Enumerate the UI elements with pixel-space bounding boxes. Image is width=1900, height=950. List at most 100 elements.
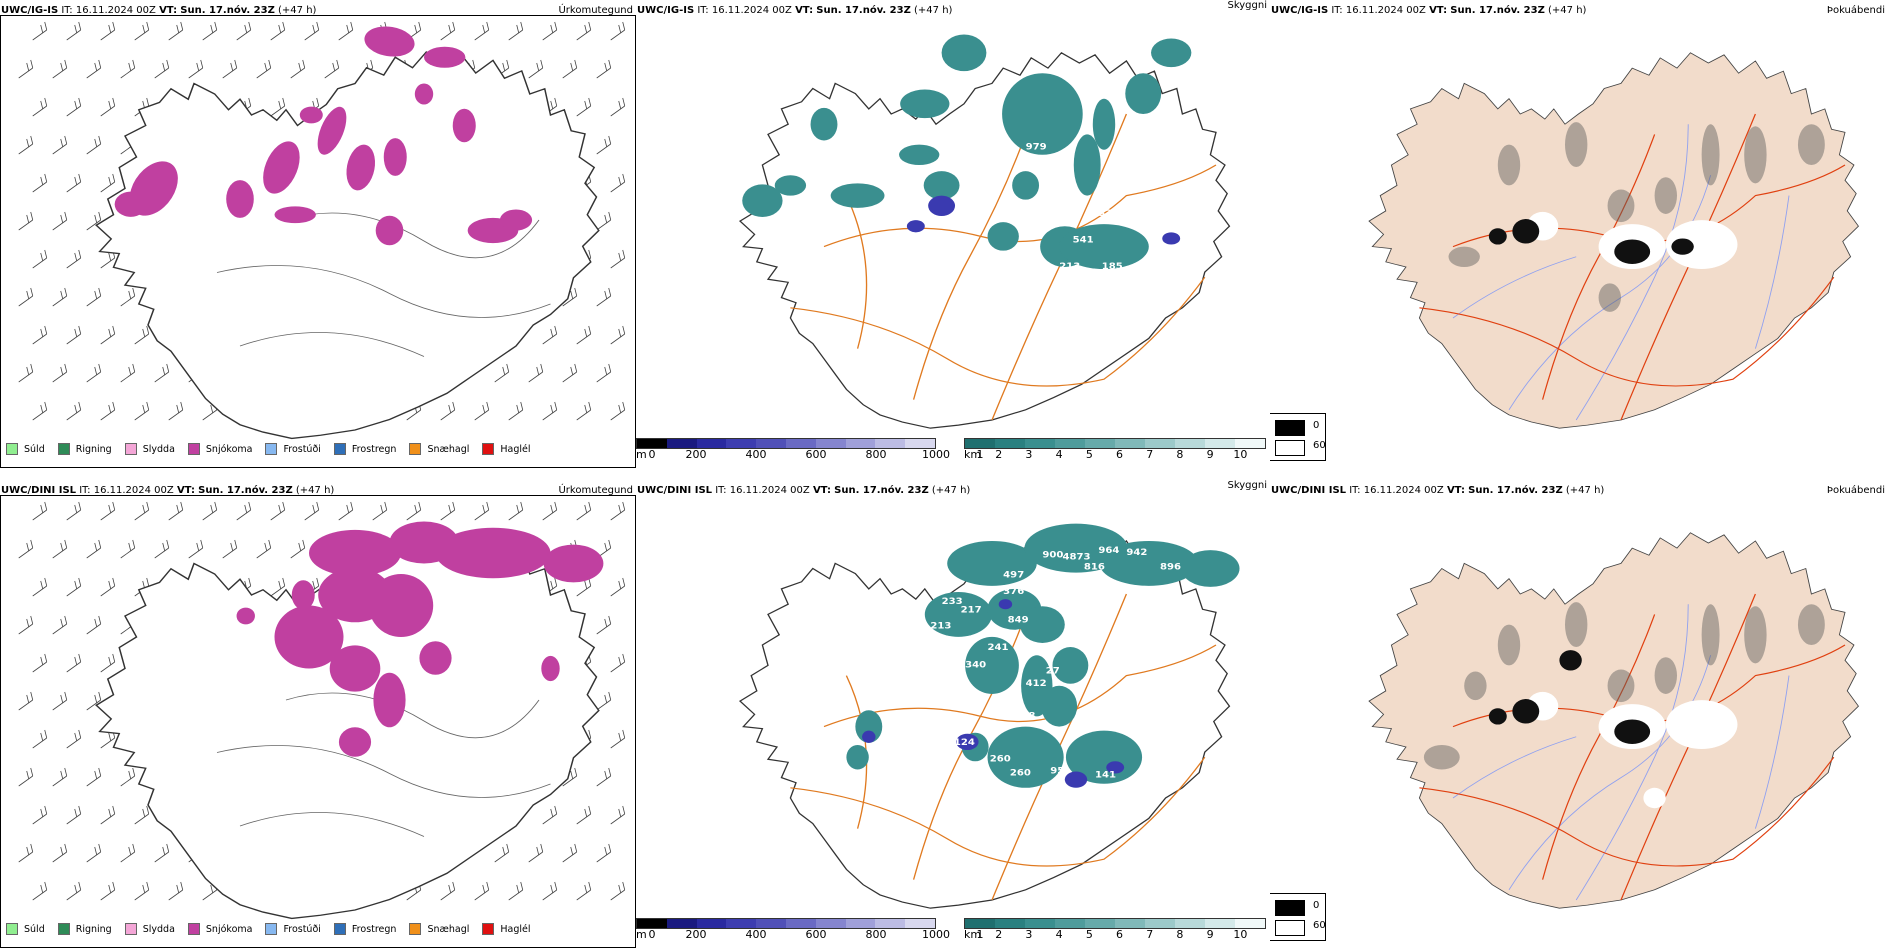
colorbar-tick: 200 (685, 928, 707, 941)
colorbar-tick: 8 (1176, 928, 1184, 941)
model-name: UWC/IG-IS (637, 5, 695, 16)
vt-label: VT: (159, 5, 178, 16)
colorbar-cell (1235, 439, 1265, 448)
colorbar-cell (637, 919, 667, 928)
colorbar-tick: 1000 (922, 448, 950, 461)
fog-swatch-60 (1275, 440, 1305, 456)
precip-type-panel-row2: UWC/DINI ISL IT: 16.11.2024 00Z VT: Sun.… (0, 480, 636, 950)
colorbar-cell (815, 439, 846, 448)
vt-value: Sun. 17.nóv. 23Z (180, 5, 275, 16)
fog-label-0: 0 (1313, 900, 1320, 911)
colorbar-tick: 400 (745, 448, 767, 461)
colorbar-tick: 4 (1055, 448, 1063, 461)
vt-label: VT: (795, 5, 814, 16)
legend-item-haglél: Haglél (482, 443, 531, 455)
colorbar-cell (1145, 439, 1175, 448)
glaciers (1526, 691, 1738, 809)
precip-legend: Súld Rigning Slydda Snjókoma Frostúði Frostre… (6, 923, 544, 935)
legend-label: Frostregn (351, 443, 397, 455)
colorbar-cell (696, 439, 727, 448)
legend-label: Haglél (500, 923, 531, 935)
colorbar-cell (726, 439, 757, 448)
fog-swatch-0 (1275, 420, 1305, 436)
colorbar-tick: 1 (976, 928, 984, 941)
lead-time: (+47 h) (295, 485, 335, 496)
colorbar-tick: 3 (1025, 448, 1033, 461)
visibility-label: 44 (1037, 193, 1051, 203)
lead-time: (+47 h) (1565, 485, 1605, 496)
visibility-label: 20 (1031, 256, 1045, 266)
it-label: IT: (79, 485, 91, 496)
legend-swatch (124, 923, 137, 935)
visibility-label: 964 (1098, 546, 1119, 556)
legend-label: Rigning (75, 443, 112, 455)
visibility-label: 353 (954, 637, 975, 647)
fog-legend: 0 60 (1270, 413, 1326, 461)
legend-item-slydda: Slydda (124, 443, 175, 455)
rivers (1452, 124, 1790, 421)
colorbar-tick: 400 (745, 928, 767, 941)
colorbar-cell (1025, 439, 1055, 448)
param-title: Skyggni (1227, 0, 1267, 11)
colorbar-tick: 0 (648, 448, 656, 461)
legend-swatch (124, 443, 137, 455)
colorbar-cell (726, 919, 757, 928)
colorbar-tick: 600 (805, 928, 827, 941)
colorbar-unit: km (964, 928, 982, 941)
iceland-precip-map (18, 21, 626, 440)
legend-item-súld: Súld (6, 923, 45, 935)
vt-label: VT: (1446, 485, 1465, 496)
legend-label: Frostregn (351, 923, 397, 935)
legend-swatch (265, 923, 278, 935)
colorbar-tick: 3 (1025, 928, 1033, 941)
visibility-label: 260 (1010, 768, 1031, 778)
colorbar-strip (636, 918, 936, 929)
colorbar-tick: 600 (805, 448, 827, 461)
it-value: 16.11.2024 00Z (1363, 485, 1444, 496)
param-title: Úrkomutegund (558, 5, 633, 16)
visibility-label: 376 (1003, 586, 1024, 596)
legend-label: Slydda (142, 923, 175, 935)
colorbar-cell (637, 439, 667, 448)
snowfall-areas (114, 26, 533, 246)
vt-value: Sun. 17.nóv. 23Z (1468, 485, 1563, 496)
panel-header: UWC/DINI ISL IT: 16.11.2024 00Z VT: Sun.… (1271, 485, 1604, 496)
it-label: IT: (61, 5, 73, 16)
visibility-label: 241 (988, 642, 1009, 652)
colorbar-tick: 0 (648, 928, 656, 941)
colorbar-tick: 10 (1233, 448, 1248, 461)
it-value: 16.11.2024 00Z (729, 485, 810, 496)
it-label: IT: (1331, 5, 1343, 16)
colorbar-tick: 7 (1146, 928, 1154, 941)
legend-item-rigning: Rigning (57, 443, 112, 455)
colorbar-tick: 1 (976, 448, 984, 461)
legend-item-súld: Súld (6, 443, 45, 455)
colorbar-strip (964, 438, 1266, 449)
legend-swatch (57, 923, 70, 935)
visibility-label: 130 (927, 241, 948, 251)
fog-panel-row2: UWC/DINI ISL IT: 16.11.2024 00Z VT: Sun.… (1270, 480, 1900, 950)
colorbar-tick: 5 (1085, 448, 1093, 461)
colorbar-cell (845, 439, 876, 448)
colorbar-cell (995, 439, 1025, 448)
param-title: Þokuábendi (1826, 5, 1885, 16)
lead-time: (+47 h) (1548, 5, 1587, 16)
iceland-coastline (95, 51, 600, 440)
colorbar-strip (964, 918, 1266, 929)
iceland-visibility-map: 979 71 619 210 44 328 267 22 170 130 541 20 213 185 35 (738, 34, 1231, 429)
param-title: Úrkomutegund (558, 485, 633, 496)
visibility-label: 900 (1042, 550, 1063, 560)
panel-header: UWC/IG-IS IT: 16.11.2024 00Z VT: Sun. 17… (1, 5, 316, 16)
fog-label-60: 60 (1313, 920, 1326, 931)
colorbar-unit: m (636, 448, 647, 461)
visibility-label: 185 (1102, 261, 1123, 271)
colorbar-cell (905, 439, 935, 448)
visibility-label: 816 (1084, 562, 1105, 572)
colorbar-cell (785, 919, 816, 928)
colorbar-cell (875, 919, 906, 928)
panel-header: UWC/DINI ISL IT: 16.11.2024 00Z VT: Sun.… (1, 485, 334, 496)
colorbar-km: km 1 2 3 4 5 6 7 8 9 10 (964, 438, 1266, 461)
visibility-label: 22 (824, 229, 838, 239)
visibility-label: 124 (954, 737, 975, 747)
legend-item-snjókoma: Snjókoma (187, 443, 252, 455)
